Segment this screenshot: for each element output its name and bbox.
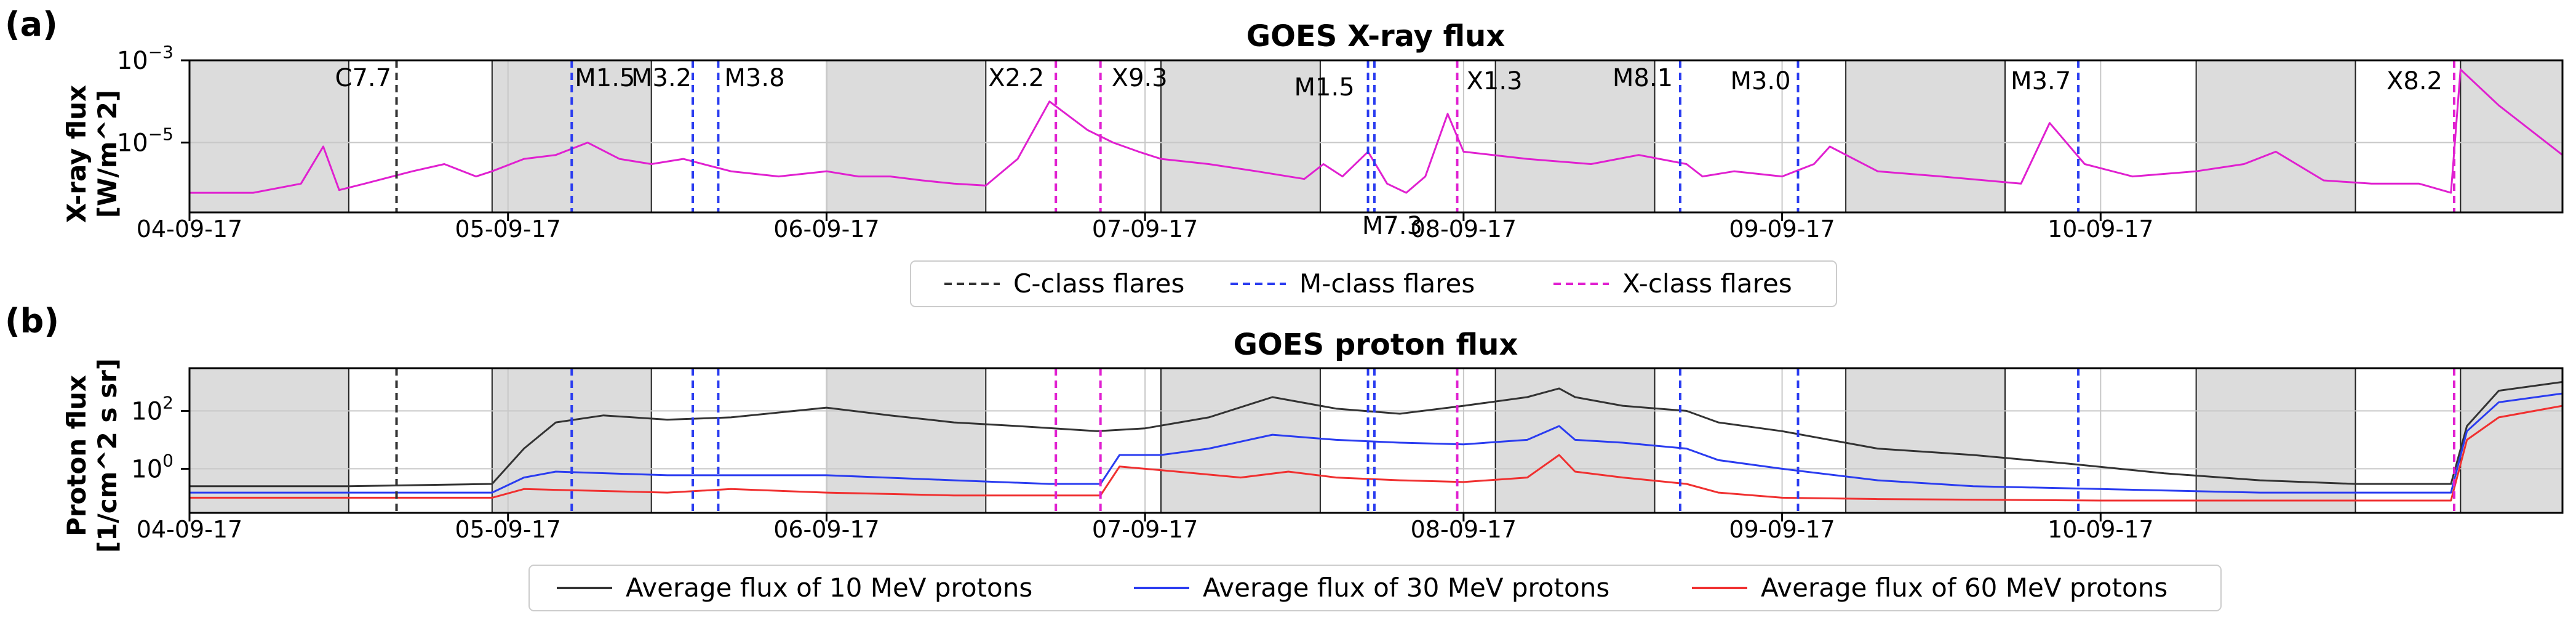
xray-shaded-interval-0: [189, 60, 349, 213]
xray-x-tick-label-0: 04-09-17: [137, 215, 242, 243]
flare-label-c7-7-0: C7.7: [335, 64, 392, 92]
flare-label-x1-3-8: X1.3: [1467, 67, 1523, 95]
xray-x-tick-label-5: 09-09-17: [1729, 215, 1835, 243]
xray-shaded-interval-6: [2195, 60, 2356, 213]
proton-panel: (b) GOES proton flux Proton flux[1/cm^2 …: [5, 302, 2564, 611]
proton-plot-frame: [188, 367, 2564, 514]
proton-legend-box: [528, 565, 2222, 611]
proton-series: [189, 380, 2563, 502]
proton-x-ticks: 04-09-17 05-09-17 06-09-17 07-09-17 08-09-17…: [137, 513, 2154, 543]
proton-shaded-interval-1: [491, 368, 652, 513]
proton-legend: Average flux of 10 MeV protons Average fl…: [528, 565, 2222, 611]
panel-label-a: (a): [5, 5, 58, 44]
flare-label-m7-3-7: M7.3: [1362, 212, 1422, 240]
proton-chart-title: GOES proton flux: [1234, 328, 1518, 362]
xray-shaded-interval-5: [1845, 60, 2006, 213]
flare-label-x9-3-5: X9.3: [1112, 64, 1168, 92]
xray-shaded-days: [189, 60, 2564, 213]
proton-x-tick-label-2: 06-09-17: [773, 516, 879, 543]
proton-shaded-interval-3: [1160, 368, 1321, 513]
flare-label-m3-2-2: M3.2: [631, 64, 692, 92]
flare-label-m3-7-11: M3.7: [2011, 67, 2071, 95]
xray-flare-labels: C7.7 M1.5M3.2 M3.8 X2.2 X9.3 M1.5M7.3X1.3 M8.1…: [335, 64, 2442, 240]
proton-series-line-1: [189, 392, 2563, 494]
proton-x-tick-label-1: 05-09-17: [455, 516, 560, 543]
proton-y-tick-label-1: 100: [131, 450, 173, 483]
proton-x-tick-label-0: 04-09-17: [137, 516, 242, 543]
proton-x-tick-label-5: 09-09-17: [1729, 516, 1835, 543]
proton-shaded-interval-0: [189, 368, 349, 513]
proton-legend-label-2: Average flux of 60 MeV protons: [1761, 573, 2167, 603]
proton-shaded-interval-5: [1845, 368, 2006, 513]
flare-label-x8-2-12: X8.2: [2387, 67, 2442, 95]
xray-series: [189, 68, 2563, 194]
xray-y-tick-label-0: 10−3: [117, 42, 173, 75]
proton-shaded-interval-6: [2195, 368, 2356, 513]
xray-legend-label-0: C-class flares: [1013, 268, 1184, 299]
proton-legend-label-0: Average flux of 10 MeV protons: [626, 573, 1032, 603]
xray-x-ticks: 04-09-17 05-09-17 06-09-17 07-09-17 08-09-17…: [137, 212, 2154, 243]
xray-y-ticks: 10−3 10−5: [117, 42, 189, 158]
xray-shaded-interval-4: [1494, 60, 1656, 213]
xray-shaded-interval-2: [826, 60, 987, 213]
proton-y-tick-label-0: 102: [131, 392, 173, 425]
flare-label-x2-2-4: X2.2: [988, 64, 1044, 92]
panel-label-b: (b): [5, 302, 59, 340]
proton-shaded-interval-2: [826, 368, 987, 513]
proton-series-line-0: [189, 380, 2563, 488]
xray-x-tick-label-6: 10-09-17: [2048, 215, 2153, 243]
proton-x-tick-label-3: 07-09-17: [1092, 516, 1198, 543]
xray-y-tick-label-1: 10−5: [117, 124, 173, 158]
xray-legend-label-1: M-class flares: [1299, 268, 1475, 299]
proton-y-ticks: 102 100: [131, 392, 189, 483]
xray-legend: C-class flares M-class flares X-class flar…: [910, 260, 1837, 307]
proton-x-tick-label-4: 08-09-17: [1411, 516, 1517, 543]
flare-label-m1-5-1: M1.5: [575, 64, 635, 92]
proton-y-axis-label: Proton flux[1/cm^2 s sr]: [62, 358, 122, 553]
xray-x-tick-label-3: 07-09-17: [1092, 215, 1198, 243]
xray-x-tick-label-1: 05-09-17: [455, 215, 560, 243]
xray-x-tick-label-2: 06-09-17: [773, 215, 879, 243]
xray-x-tick-label-4: 08-09-17: [1411, 215, 1517, 243]
xray-legend-label-2: X-class flares: [1622, 268, 1792, 299]
proton-x-tick-label-6: 10-09-17: [2048, 516, 2153, 543]
xray-chart-title: GOES X-ray flux: [1246, 19, 1505, 54]
proton-legend-label-1: Average flux of 30 MeV protons: [1203, 573, 1609, 603]
flare-label-m3-0-10: M3.0: [1730, 67, 1790, 95]
xray-flare-lines: [395, 60, 2455, 212]
xray-legend-box: [910, 260, 1837, 307]
flare-label-m3-8-3: M3.8: [724, 64, 784, 92]
flare-label-m8-1-9: M8.1: [1613, 64, 1673, 92]
xray-panel: (a) GOES X-ray flux X-ray flux[W/m^2] C7…: [5, 5, 2564, 307]
flare-label-m1-5-6: M1.5: [1294, 73, 1355, 102]
proton-series-line-2: [189, 405, 2563, 502]
xray-series-line-0: [189, 68, 2563, 194]
xray-y-axis-label: X-ray flux[W/m^2]: [62, 85, 122, 223]
xray-plot-frame: [188, 59, 2564, 214]
